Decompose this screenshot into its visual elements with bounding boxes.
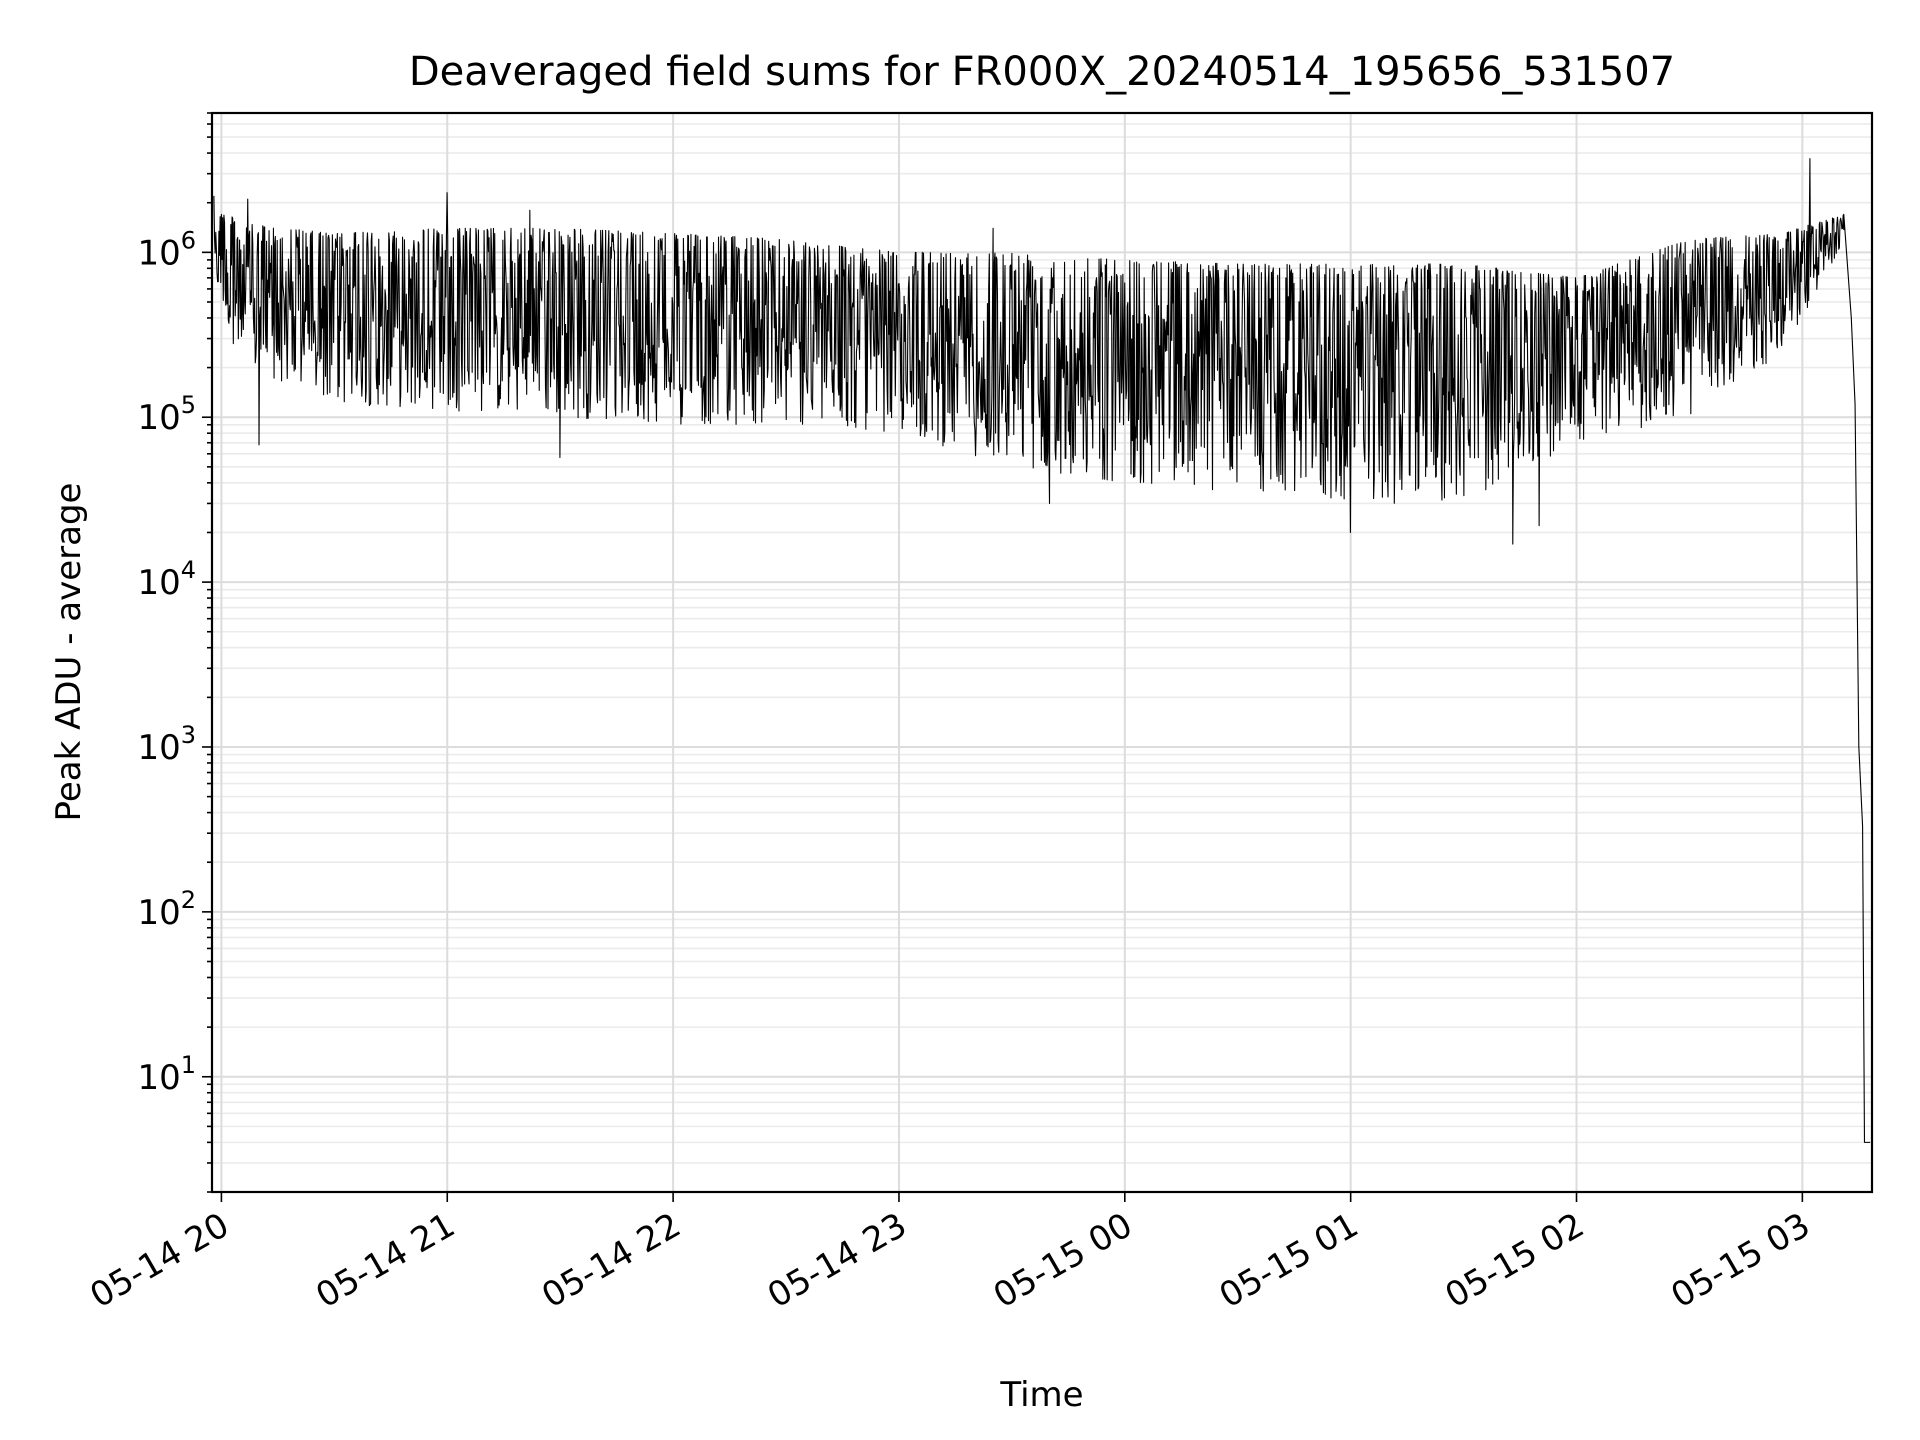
series-line bbox=[213, 158, 1871, 1143]
y-tick-label: 102 bbox=[137, 886, 196, 933]
plot-frame bbox=[210, 111, 1874, 1194]
y-tick-label: 106 bbox=[137, 226, 196, 273]
y-tick-label: 105 bbox=[137, 391, 196, 438]
x-axis-label: Time bbox=[999, 1375, 1083, 1415]
y-tick-label: 103 bbox=[137, 721, 196, 768]
y-axis: 101 102 103 104 105 106 bbox=[137, 112, 212, 1193]
chart-title: Deaveraged field sums for FR000X_2024051… bbox=[409, 49, 1675, 95]
y-tick-label: 104 bbox=[137, 556, 196, 603]
y-axis-label: Peak ADU - average bbox=[49, 483, 89, 822]
minor-gridlines bbox=[212, 112, 1872, 1193]
y-tick-label: 101 bbox=[137, 1051, 196, 1098]
